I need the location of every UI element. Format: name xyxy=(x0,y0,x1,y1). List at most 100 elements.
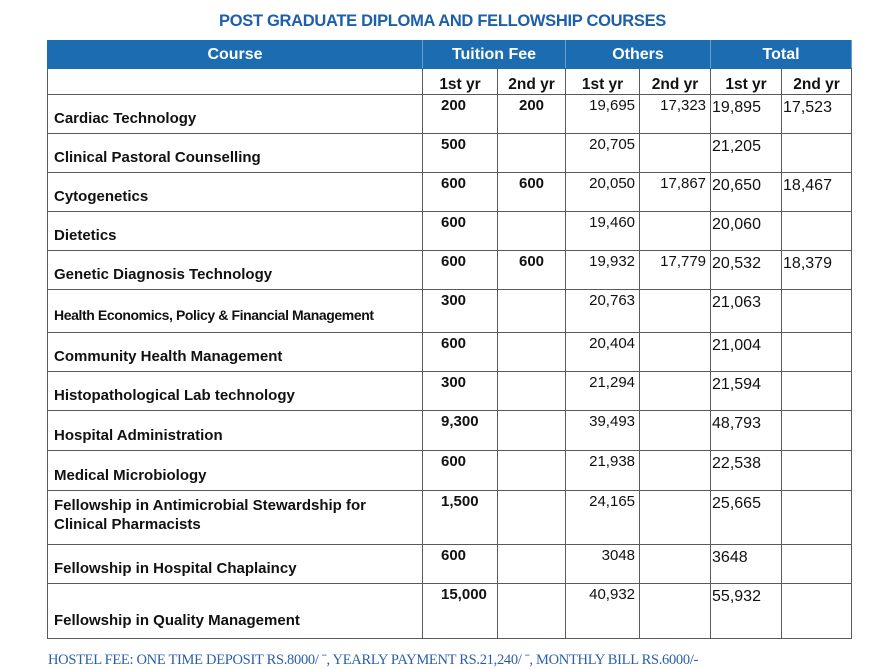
others-yr1-cell: 20,404 xyxy=(565,332,641,372)
tuition-yr1-cell: 200 xyxy=(422,94,498,134)
total-yr2-cell xyxy=(781,371,853,411)
table-row: Hospital Administration 9,300 39,493 48,793 xyxy=(47,410,853,451)
tuition-yr2-cell xyxy=(496,410,567,451)
table-row: Medical Microbiology 600 21,938 22,538 xyxy=(47,450,853,491)
tuition-yr2-cell xyxy=(496,544,567,584)
subheader-total-yr2: 2nd yr xyxy=(781,68,853,95)
total-yr2-cell xyxy=(781,332,853,372)
tuition-yr2-cell xyxy=(496,289,567,333)
others-yr2-cell: 17,867 xyxy=(639,172,712,212)
table-row: Cardiac Technology 200 200 19,695 17,323 19,8… xyxy=(47,94,853,134)
others-yr1-cell: 20,050 xyxy=(565,172,641,212)
others-yr1-cell: 19,932 xyxy=(565,250,641,290)
total-yr2-cell xyxy=(781,544,853,584)
total-yr1-cell: 21,205 xyxy=(710,133,783,173)
total-yr2-cell xyxy=(781,289,853,333)
total-yr2-cell: 18,379 xyxy=(781,250,853,290)
header-total: Total xyxy=(710,40,853,69)
tuition-yr1-cell: 600 xyxy=(422,544,498,584)
others-yr2-cell: 17,779 xyxy=(639,250,712,290)
subheader-tuition-yr2: 2nd yr xyxy=(496,68,567,95)
tuition-yr2-cell xyxy=(496,450,567,491)
course-cell: Health Economics, Policy & Financial Man… xyxy=(47,289,423,333)
course-cell: Medical Microbiology xyxy=(47,450,423,491)
total-yr2-cell xyxy=(781,583,853,639)
others-yr2-cell xyxy=(639,289,712,333)
total-yr1-cell: 21,063 xyxy=(710,289,783,333)
total-yr2-cell xyxy=(781,450,853,491)
subheader-others-yr2: 2nd yr xyxy=(639,68,712,95)
table-row: Genetic Diagnosis Technology 600 600 19,932… xyxy=(47,250,853,290)
tuition-yr1-cell: 600 xyxy=(422,211,498,251)
tuition-yr2-cell: 600 xyxy=(496,172,567,212)
total-yr1-cell: 25,665 xyxy=(710,490,783,545)
others-yr2-cell xyxy=(639,133,712,173)
others-yr1-cell: 20,705 xyxy=(565,133,641,173)
course-cell: Clinical Pastoral Counselling xyxy=(47,133,423,173)
table-row: Health Economics, Policy & Financial Man… xyxy=(47,289,853,333)
total-yr1-cell: 3648 xyxy=(710,544,783,584)
course-cell: Hospital Administration xyxy=(47,410,423,451)
table-row: Fellowship in Quality Management 15,000 40… xyxy=(47,583,853,639)
table-row: Community Health Management 600 20,404 21,0… xyxy=(47,332,853,372)
tuition-yr1-cell: 600 xyxy=(422,332,498,372)
tuition-yr2-cell xyxy=(496,371,567,411)
others-yr1-cell: 21,938 xyxy=(565,450,641,491)
tuition-yr2-cell xyxy=(496,211,567,251)
others-yr2-cell xyxy=(639,490,712,545)
total-yr1-cell: 20,650 xyxy=(710,172,783,212)
fees-table: Course Tuition Fee Others Total 1st yr 2… xyxy=(47,40,853,639)
total-yr1-cell: 48,793 xyxy=(710,410,783,451)
total-yr1-cell: 55,932 xyxy=(710,583,783,639)
table-row: Clinical Pastoral Counselling 500 20,705 21… xyxy=(47,133,853,173)
subheader-empty xyxy=(47,68,423,95)
page-title: POST GRADUATE DIPLOMA AND FELLOWSHIP COU… xyxy=(219,12,666,30)
total-yr1-cell: 21,004 xyxy=(710,332,783,372)
tuition-yr2-cell xyxy=(496,490,567,545)
course-cell: Dietetics xyxy=(47,211,423,251)
table-row: Fellowship in Hospital Chaplaincy 600 3048… xyxy=(47,544,853,584)
table-row: Dietetics 600 19,460 20,060 xyxy=(47,211,853,251)
total-yr1-cell: 19,895 xyxy=(710,94,783,134)
tuition-yr2-cell xyxy=(496,332,567,372)
header-tuition: Tuition Fee xyxy=(421,40,567,69)
others-yr2-cell xyxy=(639,544,712,584)
others-yr1-cell: 3048 xyxy=(565,544,641,584)
tuition-yr2-cell: 600 xyxy=(496,250,567,290)
course-cell: Genetic Diagnosis Technology xyxy=(47,250,423,290)
course-cell: Cardiac Technology xyxy=(47,94,423,134)
hostel-fee-note: HOSTEL FEE: ONE TIME DEPOSIT RS.8000/ ˉ,… xyxy=(48,652,699,668)
total-yr1-cell: 20,532 xyxy=(710,250,783,290)
subheader-row: 1st yr 2nd yr 1st yr 2nd yr 1st yr 2nd y… xyxy=(47,68,853,95)
others-yr2-cell xyxy=(639,450,712,491)
tuition-yr1-cell: 300 xyxy=(422,371,498,411)
tuition-yr1-cell: 600 xyxy=(422,250,498,290)
total-yr2-cell xyxy=(781,211,853,251)
others-yr2-cell xyxy=(639,410,712,451)
total-yr1-cell: 22,538 xyxy=(710,450,783,491)
tuition-yr1-cell: 15,000 xyxy=(422,583,498,639)
course-cell: Fellowship in Hospital Chaplaincy xyxy=(47,544,423,584)
course-cell: Fellowship in Quality Management xyxy=(47,583,423,639)
total-yr2-cell: 17,523 xyxy=(781,94,853,134)
tuition-yr1-cell: 9,300 xyxy=(422,410,498,451)
others-yr2-cell xyxy=(639,583,712,639)
table-row: Histopathological Lab technology 300 21,29… xyxy=(47,371,853,411)
tuition-yr2-cell: 200 xyxy=(496,94,567,134)
course-cell: Histopathological Lab technology xyxy=(47,371,423,411)
others-yr1-cell: 21,294 xyxy=(565,371,641,411)
total-yr1-cell: 21,594 xyxy=(710,371,783,411)
tuition-yr1-cell: 1,500 xyxy=(422,490,498,545)
others-yr1-cell: 20,763 xyxy=(565,289,641,333)
table-row: Fellowship in Antimicrobial Stewardship … xyxy=(47,490,853,545)
tuition-yr2-cell xyxy=(496,583,567,639)
total-yr2-cell xyxy=(781,490,853,545)
header-row: Course Tuition Fee Others Total xyxy=(47,40,853,69)
tuition-yr1-cell: 300 xyxy=(422,289,498,333)
total-yr1-cell: 20,060 xyxy=(710,211,783,251)
tuition-yr1-cell: 500 xyxy=(422,133,498,173)
subheader-total-yr1: 1st yr xyxy=(710,68,783,95)
total-yr2-cell xyxy=(781,410,853,451)
tuition-yr2-cell xyxy=(496,133,567,173)
